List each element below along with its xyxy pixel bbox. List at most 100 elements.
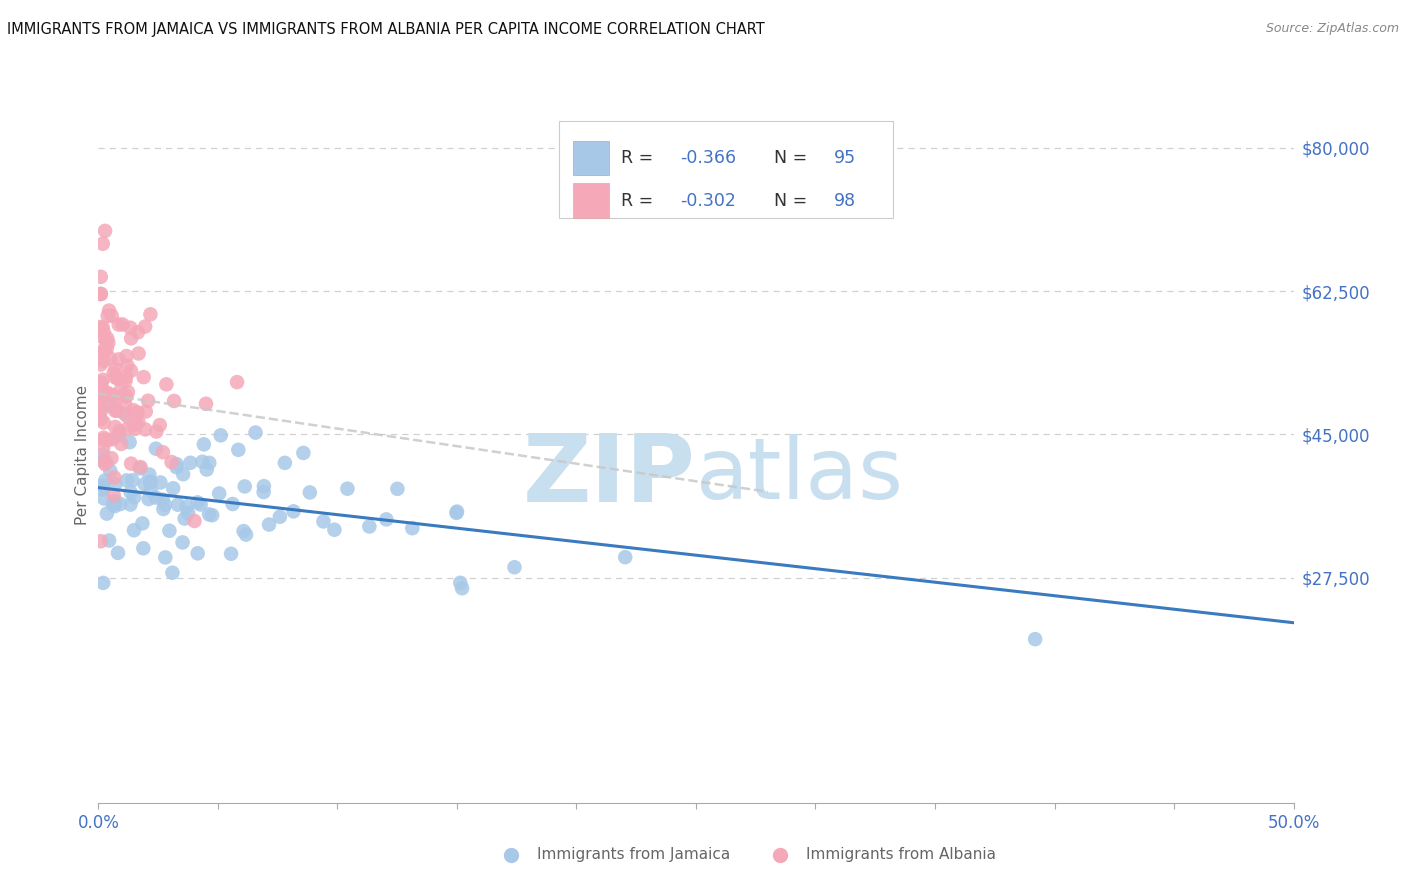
FancyBboxPatch shape (558, 121, 893, 219)
Point (614, 550, 637, 565)
Point (103, 366, 125, 380)
Point (128, 346, 150, 360)
Point (90, 329, 112, 343)
Point (110, 437, 132, 451)
Point (122, 490, 145, 504)
Point (100, 309, 122, 323)
Point (136, 393, 159, 408)
Point (120, 364, 142, 378)
Point (98, 399, 121, 413)
Point (283, 504, 305, 518)
Point (232, 524, 254, 538)
Text: 98: 98 (834, 192, 855, 210)
Point (312, 515, 335, 529)
Point (91, 383, 114, 397)
Point (98, 351, 121, 366)
Text: Immigrants from Albania: Immigrants from Albania (806, 847, 995, 863)
Point (91, 373, 114, 387)
Point (110, 383, 132, 397)
Point (173, 511, 195, 525)
Point (132, 370, 155, 384)
Point (104, 404, 127, 418)
Point (226, 375, 249, 389)
Bar (572, 184, 609, 219)
Point (104, 362, 127, 376)
Point (91, 441, 114, 455)
Text: -0.302: -0.302 (681, 192, 737, 210)
Point (127, 415, 149, 429)
Point (111, 318, 134, 332)
Point (177, 506, 200, 520)
Point (387, 482, 409, 496)
Point (149, 475, 172, 490)
Point (292, 446, 315, 460)
Point (90, 534, 112, 549)
Point (114, 407, 136, 421)
Point (233, 479, 256, 493)
Point (115, 370, 138, 384)
Point (120, 457, 142, 471)
Point (198, 456, 221, 470)
Point (108, 424, 131, 438)
Point (155, 550, 177, 565)
Point (90, 376, 112, 390)
Point (911, 796, 934, 810)
Point (194, 397, 217, 411)
Point (103, 470, 125, 484)
Point (118, 435, 141, 450)
Point (198, 508, 221, 522)
Point (121, 473, 143, 487)
Point (98, 303, 121, 318)
Point (257, 517, 280, 532)
Point (135, 404, 157, 418)
Point (101, 432, 124, 446)
Point (94, 334, 117, 348)
Point (101, 498, 124, 512)
Point (191, 455, 214, 469)
Point (90, 286, 112, 301)
Point (253, 485, 276, 500)
Bar (572, 141, 609, 176)
Point (446, 505, 468, 519)
Text: R =: R = (620, 149, 658, 167)
Text: Immigrants from Jamaica: Immigrants from Jamaica (537, 847, 730, 863)
Point (124, 422, 146, 436)
Point (107, 352, 129, 367)
Point (120, 498, 142, 512)
Point (93, 433, 115, 447)
Point (110, 497, 132, 511)
Point (401, 521, 423, 535)
Point (187, 546, 209, 560)
Point (128, 461, 150, 475)
Point (122, 523, 145, 537)
Point (446, 506, 468, 520)
Point (209, 428, 232, 442)
Point (90, 390, 112, 404)
Point (90, 412, 112, 426)
Point (91, 345, 114, 359)
Point (201, 508, 224, 523)
Point (104, 494, 127, 508)
Point (153, 498, 176, 512)
Point (139, 475, 162, 489)
Point (163, 394, 186, 409)
Point (115, 390, 138, 404)
Point (179, 456, 201, 470)
Point (93, 491, 115, 506)
Point (114, 398, 136, 412)
Point (166, 457, 188, 471)
Point (90, 404, 112, 418)
Point (104, 370, 127, 384)
Point (359, 519, 381, 533)
Point (139, 307, 162, 321)
Point (115, 422, 138, 436)
Point (245, 425, 267, 440)
Point (166, 498, 188, 512)
Point (155, 377, 177, 392)
Point (91, 575, 114, 590)
Point (120, 331, 142, 345)
Text: atlas: atlas (696, 434, 904, 517)
Point (186, 495, 208, 509)
Point (93, 354, 115, 368)
Point (90, 400, 112, 414)
